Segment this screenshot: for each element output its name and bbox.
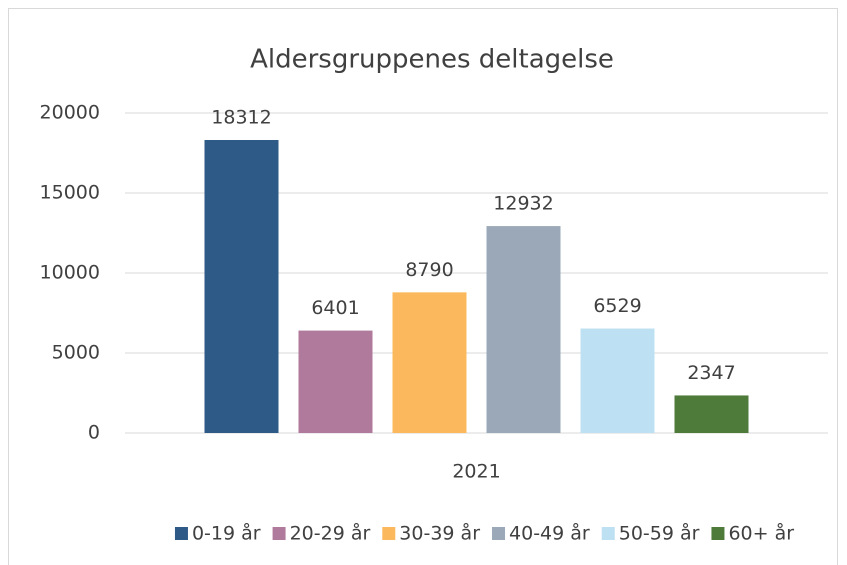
y-tick-label: 0	[88, 422, 100, 444]
legend-swatch	[382, 527, 396, 540]
chart-title: Aldersgruppenes deltagelse	[250, 45, 614, 75]
legend-label: 30-39 år	[399, 522, 480, 545]
value-label: 12932	[493, 193, 553, 215]
bar	[204, 140, 279, 433]
chart-frame	[8, 8, 838, 565]
value-label: 8790	[405, 259, 453, 281]
legend-swatch	[272, 527, 286, 540]
legend-swatch	[492, 527, 506, 540]
y-tick-label: 20000	[40, 102, 100, 124]
legend-swatch	[601, 527, 615, 540]
value-label: 6401	[311, 297, 359, 319]
legend-swatch	[711, 527, 725, 540]
legend-label: 0-19 år	[192, 522, 261, 545]
bar	[392, 292, 467, 433]
legend-label: 20-29 år	[290, 522, 371, 545]
bar	[298, 330, 373, 433]
value-label: 2347	[687, 362, 735, 384]
x-tick-label: 2021	[452, 461, 500, 483]
bar	[486, 226, 561, 433]
legend-swatch	[174, 527, 188, 540]
bar	[674, 395, 749, 433]
value-label: 6529	[593, 295, 641, 317]
legend-label: 40-49 år	[509, 522, 590, 545]
legend-label: 50-59 år	[619, 522, 700, 545]
bar	[580, 328, 655, 433]
y-tick-label: 10000	[40, 262, 100, 284]
legend-label: 60+ år	[728, 522, 794, 545]
y-tick-label: 15000	[40, 182, 100, 204]
y-tick-label: 5000	[52, 342, 100, 364]
value-label: 18312	[211, 107, 271, 129]
